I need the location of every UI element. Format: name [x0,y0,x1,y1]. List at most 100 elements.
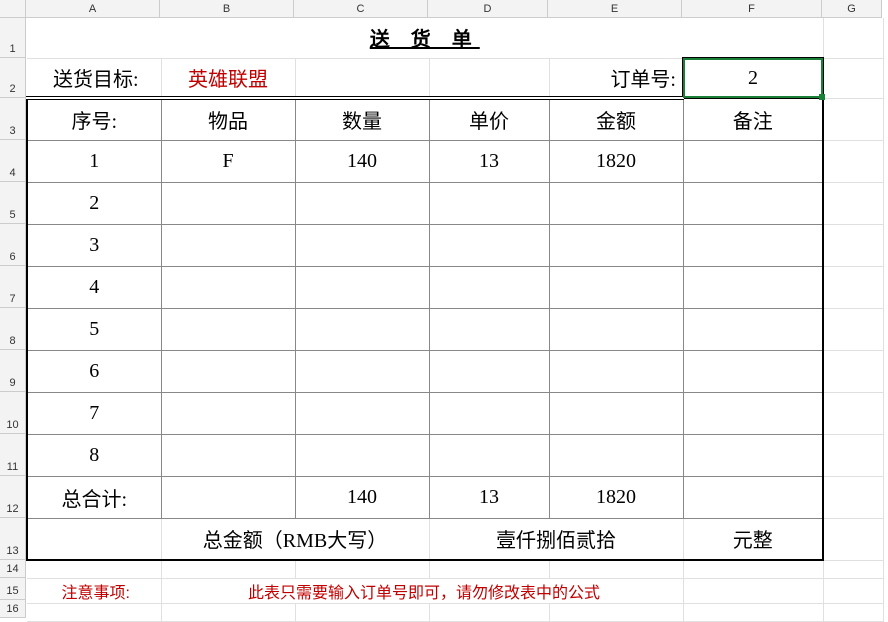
item-2-amount[interactable] [549,182,683,224]
col-header-F[interactable]: F [682,0,822,18]
cell-G16[interactable] [823,603,883,621]
col-header-C[interactable]: C [294,0,428,18]
th-amount[interactable]: 金额 [549,98,683,140]
cell-A14[interactable] [27,560,161,578]
corner-select-all[interactable] [0,0,26,18]
row-header-8[interactable]: 8 [0,308,26,350]
target-label[interactable]: 送货目标: [27,58,161,98]
cell-G5[interactable] [823,182,883,224]
item-6-qty[interactable] [295,350,429,392]
item-7-item[interactable] [161,392,295,434]
total-item[interactable] [161,476,295,518]
col-header-G[interactable]: G [822,0,882,18]
row-header-13[interactable]: 13 [0,518,26,560]
cell-C2[interactable] [295,58,429,98]
cell-E14[interactable] [549,560,683,578]
cell-D16[interactable] [429,603,549,621]
cell-G2[interactable] [823,58,883,98]
row-header-15[interactable]: 15 [0,578,26,600]
item-7-qty[interactable] [295,392,429,434]
item-3-price[interactable] [429,224,549,266]
item-6-item[interactable] [161,350,295,392]
row-header-3[interactable]: 3 [0,98,26,140]
order-label[interactable]: 订单号: [549,58,683,98]
item-5-item[interactable] [161,308,295,350]
item-3-item[interactable] [161,224,295,266]
item-1-remark[interactable] [683,140,823,182]
title[interactable]: 送 货 单 [27,18,823,58]
cell-G14[interactable] [823,560,883,578]
item-4-item[interactable] [161,266,295,308]
cell-B16[interactable] [161,603,295,621]
cell-G11[interactable] [823,434,883,476]
cell-D2[interactable] [429,58,549,98]
note-label[interactable]: 注意事项: [27,578,161,603]
amount-words-label[interactable]: 总金额（RMB大写） [161,518,429,560]
item-2-remark[interactable] [683,182,823,224]
cell-G7[interactable] [823,266,883,308]
cell-A13[interactable] [27,518,161,560]
row-header-16[interactable]: 16 [0,600,26,618]
item-4-qty[interactable] [295,266,429,308]
item-6-amount[interactable] [549,350,683,392]
row-header-9[interactable]: 9 [0,350,26,392]
row-header-6[interactable]: 6 [0,224,26,266]
row-header-10[interactable]: 10 [0,392,26,434]
item-8-amount[interactable] [549,434,683,476]
col-header-E[interactable]: E [548,0,682,18]
total-label[interactable]: 总合计: [27,476,161,518]
item-2-seq[interactable]: 2 [27,182,161,224]
cell-B14[interactable] [161,560,295,578]
col-header-D[interactable]: D [428,0,548,18]
row-header-12[interactable]: 12 [0,476,26,518]
item-4-remark[interactable] [683,266,823,308]
cell-F15[interactable] [683,578,823,603]
th-item[interactable]: 物品 [161,98,295,140]
item-4-seq[interactable]: 4 [27,266,161,308]
cell-D14[interactable] [429,560,549,578]
total-price[interactable]: 13 [429,476,549,518]
cell-G6[interactable] [823,224,883,266]
note-text[interactable]: 此表只需要输入订单号即可，请勿修改表中的公式 [161,578,683,603]
cell-G8[interactable] [823,308,883,350]
item-2-price[interactable] [429,182,549,224]
row-header-14[interactable]: 14 [0,560,26,578]
total-qty[interactable]: 140 [295,476,429,518]
row-header-2[interactable]: 2 [0,58,26,98]
item-1-price[interactable]: 13 [429,140,549,182]
cell-F14[interactable] [683,560,823,578]
item-7-remark[interactable] [683,392,823,434]
item-2-item[interactable] [161,182,295,224]
item-5-qty[interactable] [295,308,429,350]
item-4-amount[interactable] [549,266,683,308]
item-5-seq[interactable]: 5 [27,308,161,350]
cell-E16[interactable] [549,603,683,621]
row-header-7[interactable]: 7 [0,266,26,308]
item-7-seq[interactable]: 7 [27,392,161,434]
item-6-seq[interactable]: 6 [27,350,161,392]
row-header-4[interactable]: 4 [0,140,26,182]
cell-G1[interactable] [823,18,883,58]
item-6-remark[interactable] [683,350,823,392]
cell-G4[interactable] [823,140,883,182]
row-header-5[interactable]: 5 [0,182,26,224]
cell-G9[interactable] [823,350,883,392]
item-5-remark[interactable] [683,308,823,350]
order-value[interactable]: 2 [683,58,823,98]
cell-G3[interactable] [823,98,883,140]
item-8-item[interactable] [161,434,295,476]
cell-G15[interactable] [823,578,883,603]
item-3-amount[interactable] [549,224,683,266]
th-remark[interactable]: 备注 [683,98,823,140]
cell-G10[interactable] [823,392,883,434]
cell-C14[interactable] [295,560,429,578]
total-amount[interactable]: 1820 [549,476,683,518]
item-1-qty[interactable]: 140 [295,140,429,182]
item-5-price[interactable] [429,308,549,350]
item-1-seq[interactable]: 1 [27,140,161,182]
col-header-B[interactable]: B [160,0,294,18]
item-4-price[interactable] [429,266,549,308]
item-7-amount[interactable] [549,392,683,434]
cell-A16[interactable] [27,603,161,621]
th-seq[interactable]: 序号: [27,98,161,140]
